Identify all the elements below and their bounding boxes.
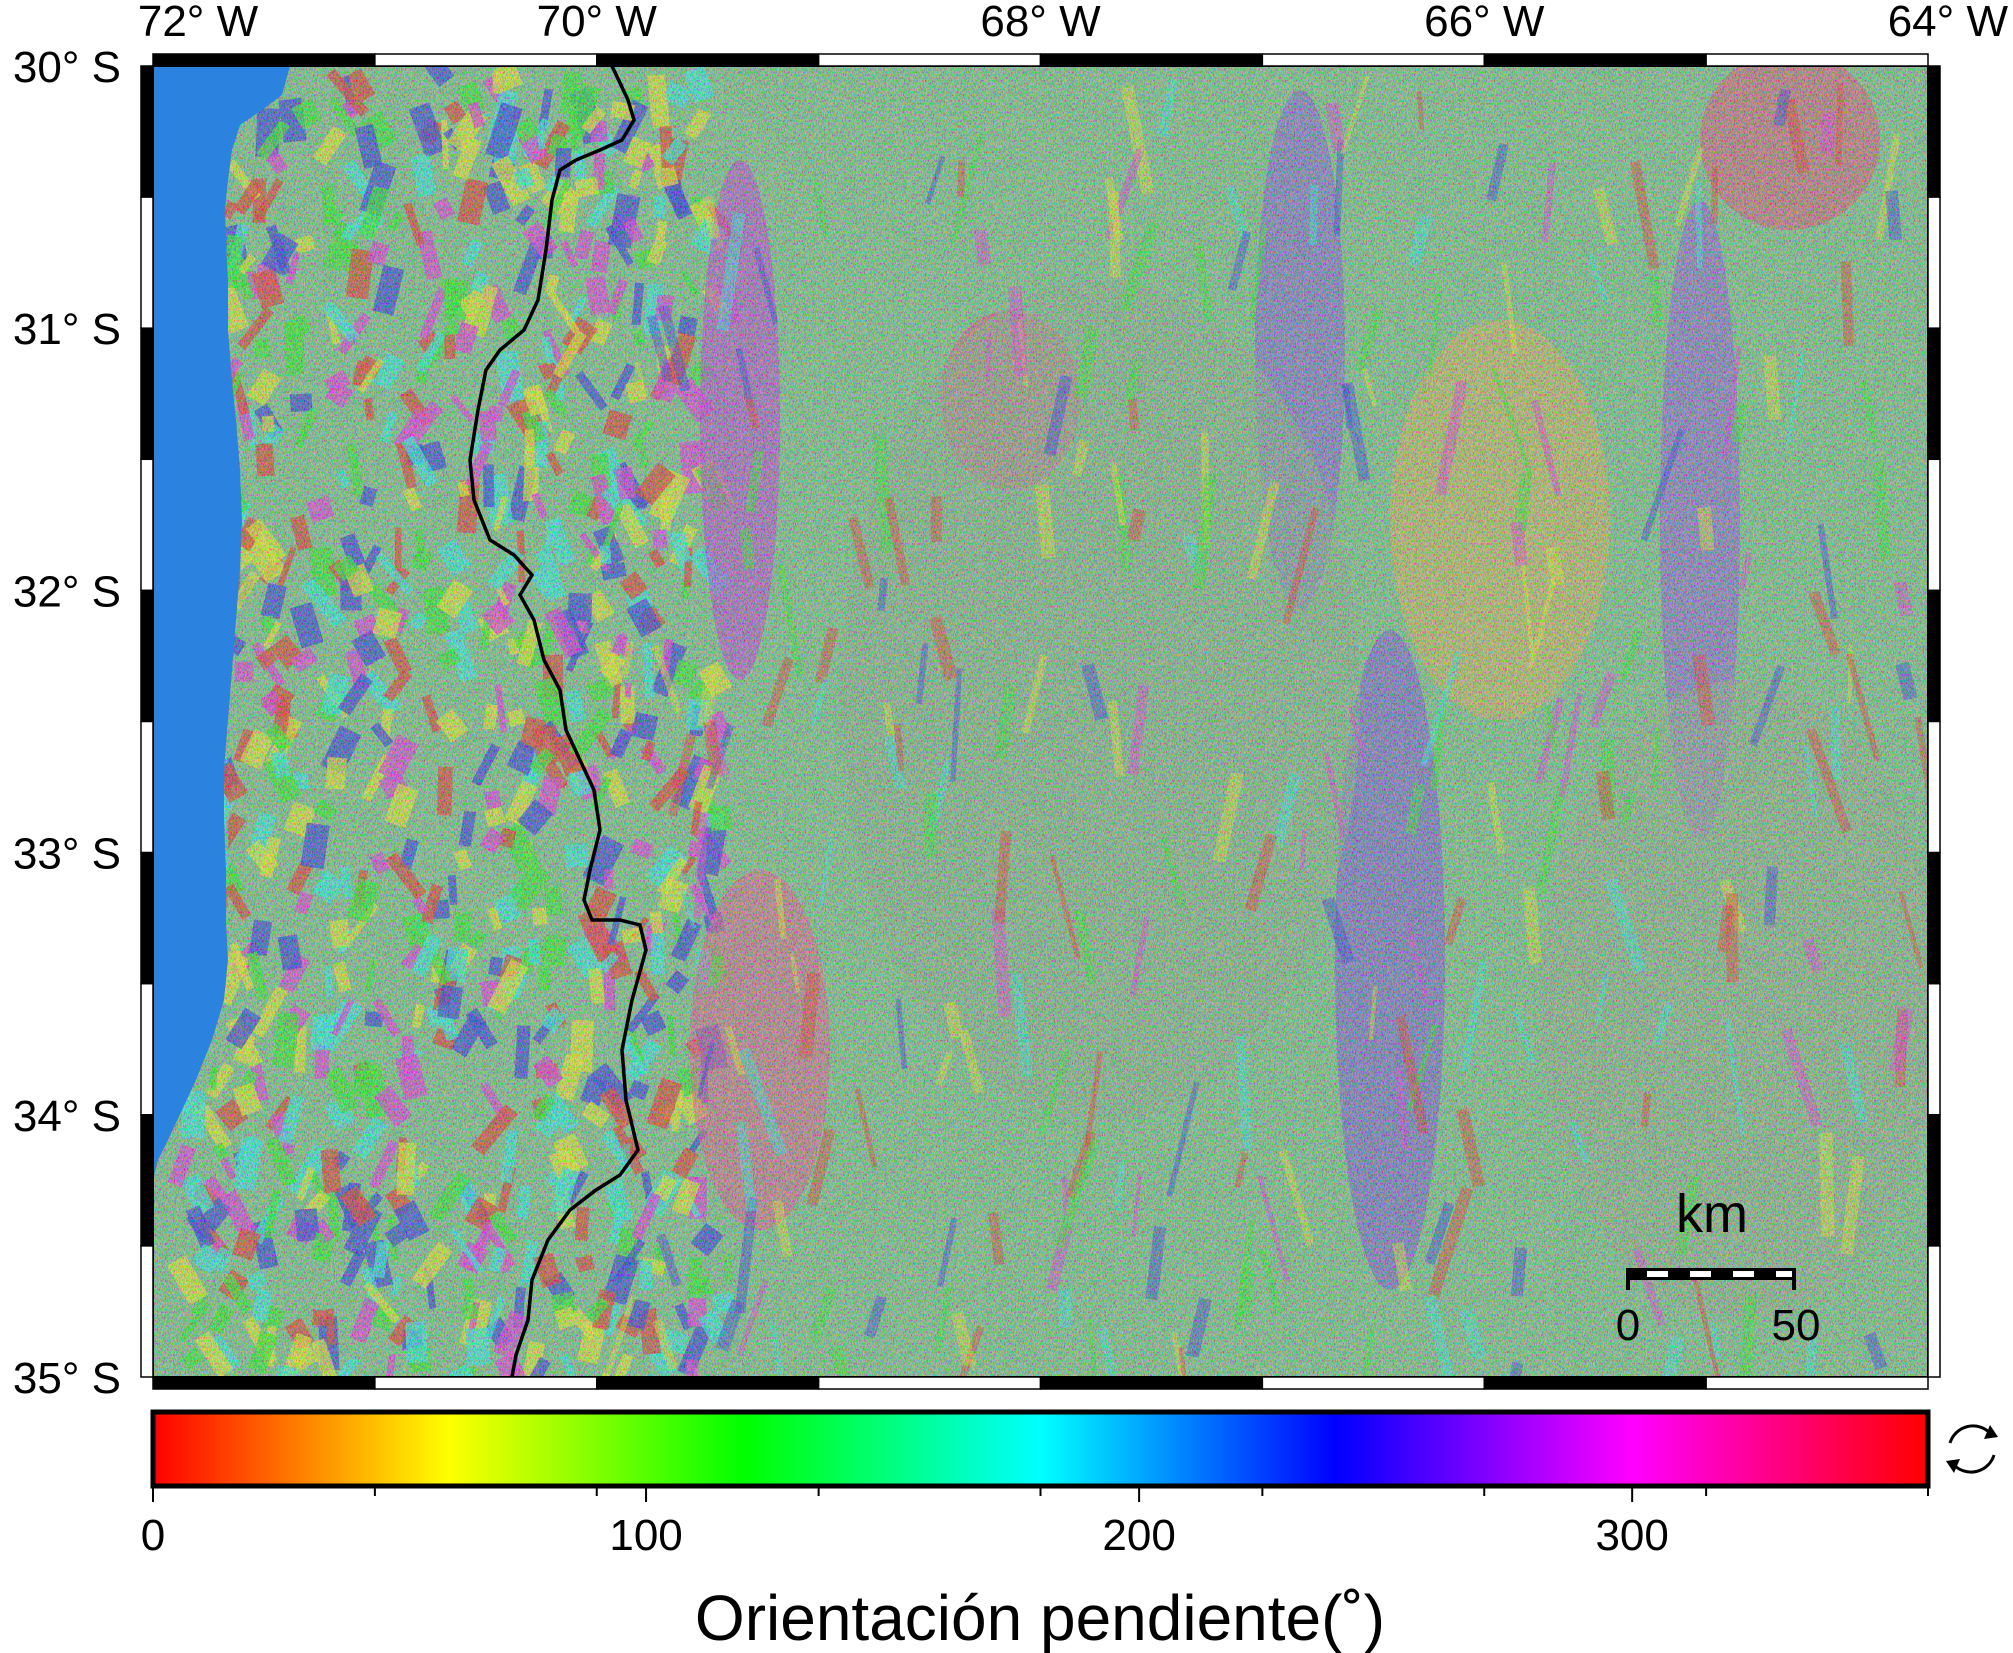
lat-label: 35° S (13, 1354, 121, 1403)
pacific-ocean (153, 66, 290, 1180)
lon-label: 64° W (1888, 0, 2009, 46)
colorbar-tick-label: 200 (1102, 1511, 1175, 1560)
colorbar-tick-label: 0 (141, 1511, 165, 1560)
lon-label: 66° W (1424, 0, 1545, 46)
colorbar: 0 100 200 300 Orientación pendiente(˚) (141, 1409, 1998, 1653)
scale-bar-unit: km (1676, 1184, 1748, 1244)
terrain-texture (153, 66, 1928, 1377)
colorbar-ticks: 0 100 200 300 (141, 1486, 1929, 1560)
scale-bar-label-0: 0 (1616, 1301, 1640, 1350)
lat-label: 32° S (13, 567, 121, 616)
scale-bar-label-50: 50 (1772, 1301, 1821, 1350)
lon-label: 70° W (537, 0, 658, 46)
longitude-labels: 72° W 70° W 68° W 66° W 64° W (138, 0, 2009, 46)
colorbar-gradient (150, 1409, 1931, 1489)
colorbar-tick-label: 100 (609, 1511, 682, 1560)
chile-argentina-border (468, 66, 648, 1377)
lat-label: 33° S (13, 830, 121, 879)
lon-label: 68° W (980, 0, 1101, 46)
colorbar-title: Orientación pendiente(˚) (695, 1582, 1385, 1653)
colorbar-tick-label: 300 (1595, 1511, 1668, 1560)
lat-label: 30° S (13, 43, 121, 92)
latitude-labels: 30° S 31° S 32° S 33° S 34° S 35° S (13, 43, 121, 1403)
map-frame (140, 53, 1941, 1390)
lon-label: 72° W (138, 0, 259, 46)
lat-label: 34° S (13, 1092, 121, 1141)
lat-label: 31° S (13, 305, 121, 354)
scale-bar: km 0 50 (1616, 1184, 1821, 1350)
cyclic-arrows-icon (1946, 1424, 1998, 1474)
map-panel (153, 66, 1928, 1377)
